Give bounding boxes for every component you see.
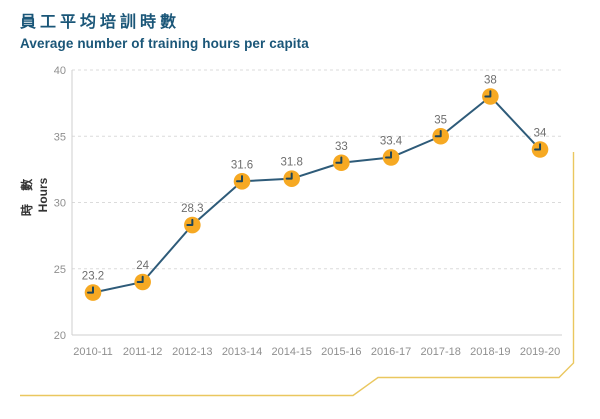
clock-icon: [87, 286, 94, 294]
clock-icon: [385, 151, 393, 159]
x-tick-label: 2018-19: [470, 346, 510, 358]
y-tick-label: 25: [54, 264, 66, 276]
clock-icon: [484, 90, 492, 98]
data-point-label: 34: [534, 128, 547, 140]
data-point-label: 24: [136, 260, 149, 272]
decorative-gold-border-line: [20, 152, 575, 397]
clock-icon: [285, 172, 293, 180]
chart-header: 員工平均培訓時數 Average number of training hour…: [20, 13, 309, 51]
y-axis-title-english: Hours: [36, 177, 50, 213]
data-point-label: 38: [484, 75, 497, 87]
line-series: [92, 95, 542, 294]
gridlines: [72, 69, 562, 270]
series-line: [92, 95, 542, 294]
tick-labels: 20 25 30 35 40 2010-11 2011-12 2012-13 2013-14 20…: [54, 65, 560, 358]
data-labels: 23.2 24 28.3 31.6 31.8 33 33.4 35 38 34: [82, 75, 547, 283]
x-tick-label: 2017-18: [421, 346, 461, 358]
data-point-label: 35: [434, 114, 447, 126]
data-point-label: 31.6: [231, 159, 253, 171]
chart-title-english: Average number of training hours per cap…: [20, 36, 309, 52]
x-tick-label: 2010-11: [73, 346, 113, 358]
x-tick-label: 2019-20: [520, 346, 560, 358]
clock-icon: [335, 156, 343, 164]
x-tick-label: 2012-13: [172, 346, 212, 358]
chart-title-chinese: 員工平均培訓時數: [20, 14, 181, 31]
x-tick-label: 2013-14: [222, 346, 262, 358]
x-tick-label: 2011-12: [123, 346, 163, 358]
x-tick-label: 2014-15: [271, 346, 311, 358]
clock-icon: [534, 143, 542, 151]
clock-icon: [434, 130, 442, 138]
data-point-markers: [84, 88, 549, 301]
clock-icon: [186, 218, 194, 227]
y-tick-label: 35: [54, 131, 66, 143]
x-tick-label: 2016-17: [371, 346, 411, 358]
y-axis-title-chinese: 時 數: [20, 173, 34, 217]
axes: [71, 70, 562, 336]
data-point-label: 33: [335, 141, 348, 153]
y-tick-label: 30: [54, 198, 66, 210]
y-tick-label: 20: [54, 330, 66, 342]
data-point-label: 28.3: [181, 203, 203, 215]
clock-icon: [236, 175, 244, 183]
clock-icon: [136, 275, 144, 283]
data-point-label: 23.2: [82, 271, 104, 283]
data-point-label: 31.8: [280, 157, 302, 169]
data-point-label: 33.4: [380, 135, 403, 147]
y-tick-label: 40: [54, 65, 66, 77]
x-tick-label: 2015-16: [321, 346, 361, 358]
